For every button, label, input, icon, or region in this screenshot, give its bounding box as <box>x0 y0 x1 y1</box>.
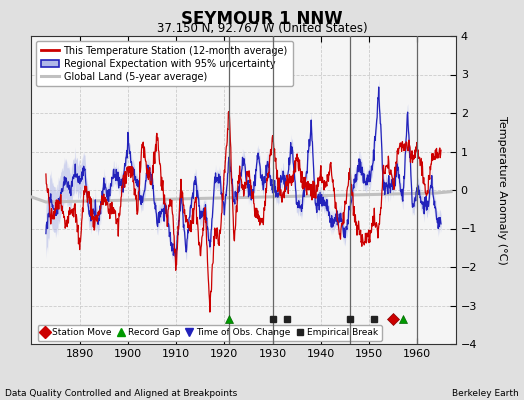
Text: Berkeley Earth: Berkeley Earth <box>452 389 519 398</box>
Text: 37.150 N, 92.767 W (United States): 37.150 N, 92.767 W (United States) <box>157 22 367 35</box>
Text: SEYMOUR 1 NNW: SEYMOUR 1 NNW <box>181 10 343 28</box>
Legend: Station Move, Record Gap, Time of Obs. Change, Empirical Break: Station Move, Record Gap, Time of Obs. C… <box>38 325 382 341</box>
Text: Data Quality Controlled and Aligned at Breakpoints: Data Quality Controlled and Aligned at B… <box>5 389 237 398</box>
Y-axis label: Temperature Anomaly (°C): Temperature Anomaly (°C) <box>497 116 507 264</box>
